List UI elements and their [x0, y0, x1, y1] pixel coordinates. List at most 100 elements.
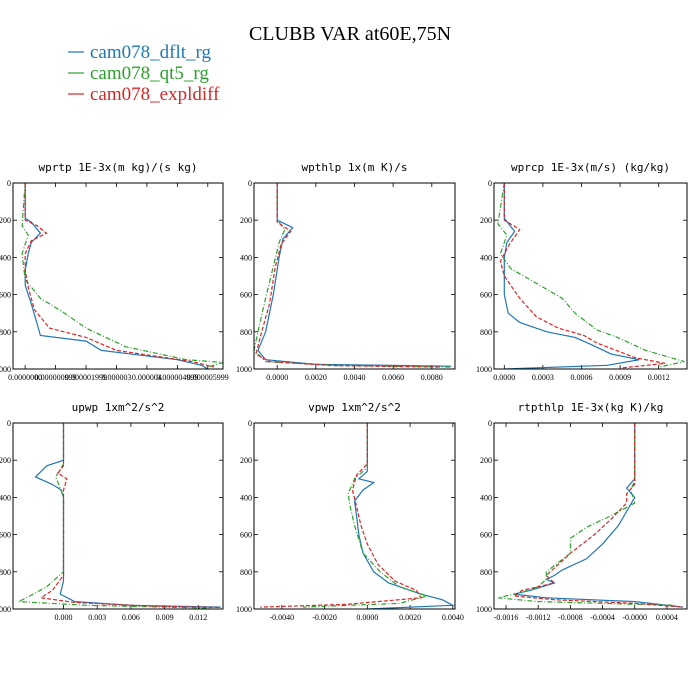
y-tick-label-0-0: 0	[7, 179, 11, 188]
panel-2: wprcp 1E-3x(m/s) (kg/kg) 0 200 400 600 800 100…	[476, 161, 688, 382]
panel-title-1: wpthlp 1x(m K)/s	[302, 161, 408, 174]
panel-title-4: vpwp 1xm^2/s^2	[308, 401, 401, 414]
panel-1: wpthlp 1x(m K)/s 0 200 400 600 800 1000 0.0000 0…	[236, 161, 456, 382]
x-tick-label-0-4: 0.000004	[132, 373, 162, 382]
y-tick-label-2-2: 400	[480, 253, 492, 262]
x-tick-label-4-4: 0.0040	[442, 613, 464, 622]
x-tick-label-0-1: 0.000000999	[35, 373, 77, 382]
y-tick-label-4-2: 400	[240, 493, 252, 502]
x-tick-label-1-4: 0.0080	[421, 373, 443, 382]
x-tick-label-5-1: -0.0012	[526, 613, 551, 622]
panel-5: rtpthlp 1E-3x(kg K)/kg02004006008001000-…	[476, 401, 688, 622]
y-tick-label-1-1: 200	[240, 216, 252, 225]
series-line-3-2	[39, 423, 221, 609]
x-tick-label-2-4: 0.0012	[648, 373, 670, 382]
x-tick-label-3-3: 0.009	[156, 613, 174, 622]
series-line-5-2	[512, 423, 684, 608]
legend-label-1: cam078_qt5_rg	[90, 63, 209, 84]
x-tick-label-3-4: 0.012	[189, 613, 207, 622]
panel-title-3: upwp 1xm^2/s^2	[72, 401, 165, 414]
y-tick-label-1-0: 0	[248, 179, 252, 188]
series-line-0-1	[21, 183, 223, 368]
x-tick-label-4-1: -0.0020	[312, 613, 337, 622]
panel-3: upwp 1xm^2/s^2 0 200 400 600 800 1000 0.000 0.00…	[0, 401, 224, 622]
legend: cam078_dflt_rgcam078_qt5_rgcam078_expldi…	[68, 42, 220, 105]
panel-title-5: rtpthlp 1E-3x(kg K)/kg	[518, 401, 664, 414]
y-tick-label-0-1: 200	[0, 216, 11, 225]
y-tick-label-3-3: 600	[0, 531, 11, 540]
series-line-2-0	[503, 183, 640, 369]
x-tick-label-1-0: 0.0000	[266, 373, 288, 382]
y-tick-label-5-1: 200	[480, 456, 492, 465]
y-tick-label-5-5: 1000	[476, 605, 492, 614]
plot-frame-4	[253, 422, 456, 610]
panels: wprtp 1E-3x(m kg)/(s kg) 0 200 400 600 800 100…	[0, 161, 688, 622]
series-line-2-2	[499, 183, 666, 369]
y-tick-label-3-5: 1000	[0, 605, 11, 614]
panel-0: wprtp 1E-3x(m kg)/(s kg) 0 200 400 600 800 100…	[0, 161, 229, 382]
x-tick-label-5-0: -0.0016	[494, 613, 519, 622]
plot-frame-0	[12, 182, 224, 370]
x-tick-label-2-3: 0.0009	[609, 373, 631, 382]
plot-frame-3	[12, 422, 224, 610]
x-tick-label-1-3: 0.0060	[382, 373, 404, 382]
panel-4: vpwp 1xm^2/s^2 0 200 400 600 800 1000 -0.0040 -0…	[236, 401, 464, 622]
plot-frame-2	[493, 182, 688, 370]
series-line-1-2	[255, 183, 442, 368]
x-tick-label-2-1: 0.0003	[532, 373, 554, 382]
x-tick-label-2-0: 0.0000	[493, 373, 515, 382]
y-tick-label-5-0: 0	[488, 419, 492, 428]
x-tick-label-0-0: 0.0000000	[8, 373, 42, 382]
x-tick-label-1-1: 0.0020	[305, 373, 327, 382]
x-tick-label-5-5: 0.0004	[656, 613, 678, 622]
x-tick-label-5-2: -0.0008	[558, 613, 583, 622]
x-tick-label-3-2: 0.006	[122, 613, 140, 622]
series-line-5-0	[513, 423, 684, 608]
series-line-0-2	[24, 183, 215, 368]
series-line-1-0	[257, 183, 452, 367]
y-tick-label-3-0: 0	[7, 419, 11, 428]
x-tick-label-4-3: 0.0020	[399, 613, 421, 622]
y-tick-label-2-1: 200	[480, 216, 492, 225]
y-tick-label-5-3: 600	[480, 531, 492, 540]
y-tick-label-4-1: 200	[240, 456, 252, 465]
series-line-2-1	[497, 183, 685, 368]
y-tick-label-1-3: 600	[240, 291, 252, 300]
y-tick-label-3-4: 800	[0, 568, 11, 577]
series-line-1-1	[254, 183, 452, 368]
plot-frame-5	[493, 422, 688, 610]
legend-label-2: cam078_expldiff	[90, 84, 220, 105]
x-tick-label-0-6: 0.000005999	[187, 373, 229, 382]
y-tick-label-3-1: 200	[0, 456, 11, 465]
y-tick-label-5-4: 800	[480, 568, 492, 577]
x-tick-label-4-2: 0.0000	[356, 613, 378, 622]
y-tick-label-1-4: 800	[240, 328, 252, 337]
x-tick-label-3-0: 0.000	[55, 613, 73, 622]
plot-frame-1	[253, 182, 456, 370]
y-tick-label-2-0: 0	[488, 179, 492, 188]
y-tick-label-2-4: 800	[480, 328, 492, 337]
y-tick-label-4-5: 1000	[236, 605, 252, 614]
x-tick-label-0-3: 0.000003	[101, 373, 131, 382]
series-line-3-1	[16, 423, 210, 609]
x-tick-label-1-2: 0.0040	[344, 373, 366, 382]
panel-title-0: wprtp 1E-3x(m kg)/(s kg)	[39, 161, 198, 174]
x-tick-label-0-5: 0.000004999	[156, 373, 198, 382]
series-line-0-0	[24, 183, 209, 369]
figure-title: CLUBB VAR at60E,75N	[249, 23, 451, 45]
y-tick-label-4-3: 600	[240, 531, 252, 540]
y-tick-label-0-2: 400	[0, 253, 11, 262]
series-line-4-2	[260, 423, 422, 608]
y-tick-label-4-0: 0	[248, 419, 252, 428]
y-tick-label-5-2: 400	[480, 493, 492, 502]
x-tick-label-5-3: -0.0004	[590, 613, 615, 622]
series-line-4-1	[303, 423, 430, 608]
y-tick-label-2-3: 600	[480, 291, 492, 300]
legend-label-0: cam078_dflt_rg	[90, 42, 212, 63]
y-tick-label-4-4: 800	[240, 568, 252, 577]
y-tick-label-1-5: 1000	[236, 365, 252, 374]
y-tick-label-1-2: 400	[240, 253, 252, 262]
y-tick-label-2-5: 1000	[476, 365, 492, 374]
x-tick-label-5-4: -0.0000	[622, 613, 647, 622]
